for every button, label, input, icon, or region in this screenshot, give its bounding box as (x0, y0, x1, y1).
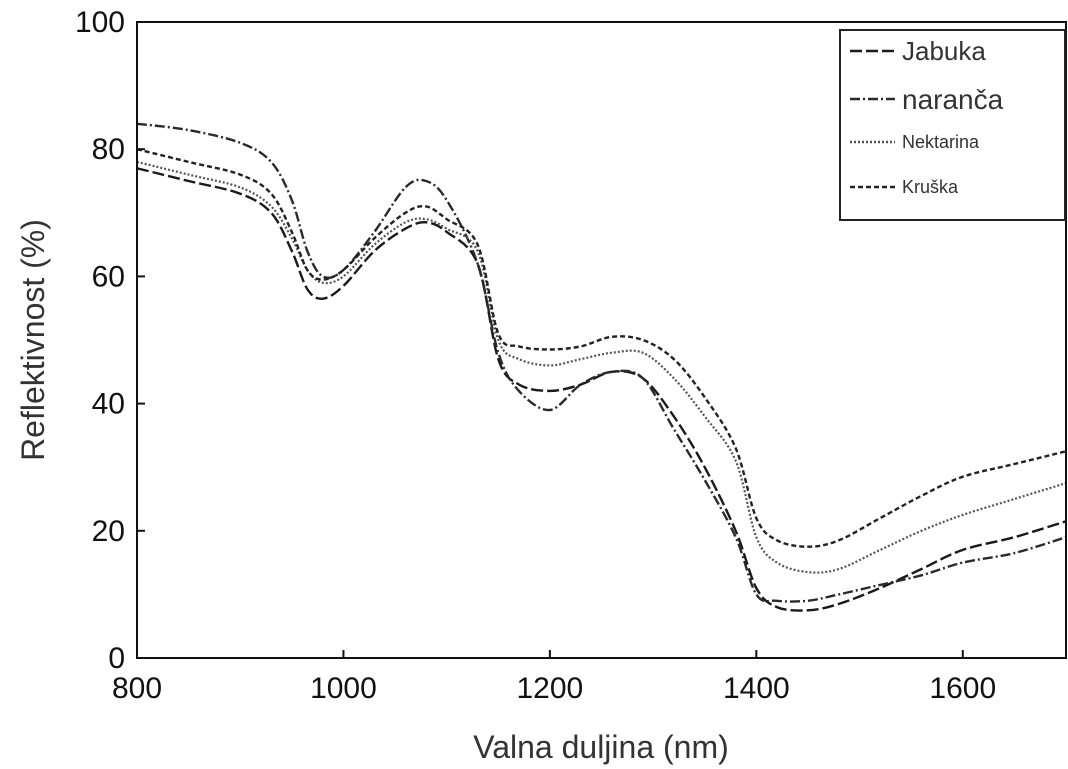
y-tick-label: 80 (92, 133, 125, 166)
series-line-kru-ka (136, 148, 1067, 548)
series-line-jabuka (136, 167, 1067, 612)
y-tick-label: 100 (75, 6, 125, 39)
plot-area-frame (136, 21, 1067, 659)
x-tick-label: 800 (112, 672, 162, 705)
axis-ticks: 800 1000 1200 1400 1600 0 20 40 60 80 100 (75, 6, 996, 705)
y-tick-label: 60 (92, 260, 125, 293)
x-axis-title: Valna duljina (nm) (473, 729, 729, 765)
y-axis-title: Reflektivnost (%) (15, 219, 51, 461)
series-layer (136, 122, 1067, 612)
y-tick-label: 0 (108, 642, 125, 675)
legend: Jabuka naranča Nektarina Kruška (839, 29, 1066, 221)
legend-label-naran-a: naranča (902, 84, 1004, 115)
series-line-nektarina (136, 160, 1067, 574)
y-tick-label: 20 (92, 515, 125, 548)
x-tick-label: 1200 (517, 672, 584, 705)
legend-label-kru-ka: Kruška (902, 177, 959, 197)
series-line-naran-a (136, 122, 1067, 603)
x-tick-label: 1600 (929, 672, 996, 705)
x-tick-label: 1400 (723, 672, 790, 705)
legend-box (839, 29, 1066, 221)
legend-label-jabuka: Jabuka (902, 36, 986, 66)
y-tick-label: 40 (92, 388, 125, 421)
x-tick-label: 1000 (310, 672, 377, 705)
legend-label-nektarina: Nektarina (902, 132, 980, 152)
